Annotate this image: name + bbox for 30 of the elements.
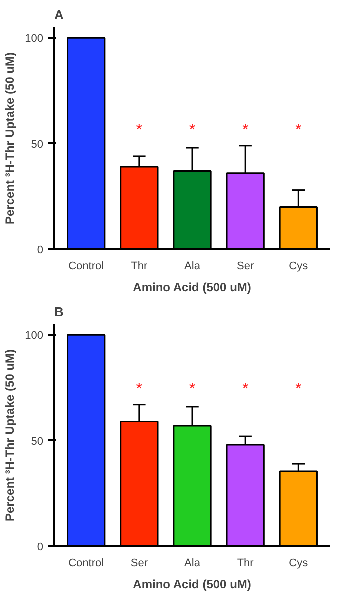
x-tick-label: Control	[68, 260, 104, 272]
annotation: *	[136, 380, 143, 398]
x-tick-label: Control	[68, 558, 104, 570]
y-tick-label: 0	[37, 244, 44, 256]
x-tick-label: Cys	[289, 260, 309, 272]
annotation: *	[242, 380, 249, 398]
y-tick-label: 0	[37, 542, 44, 554]
y-axis-title: Percent ³H-Thr Uptake (50 uM)	[3, 52, 18, 225]
annotation: *	[242, 122, 249, 139]
x-tick-label: Ser	[237, 260, 254, 272]
x-axis-title: Amino Acid (500 uM)	[133, 280, 252, 294]
x-tick-label: Ala	[184, 558, 202, 570]
chart-title: B	[54, 304, 64, 320]
y-tick-label: 50	[31, 436, 44, 448]
x-tick-label: Thr	[131, 260, 148, 272]
x-tick-label: Cys	[289, 558, 309, 570]
annotation: *	[296, 380, 302, 398]
chart-title: A	[54, 8, 64, 22]
x-tick-label: Ala	[184, 260, 202, 272]
x-axis-title: Amino Acid (500 uM)	[133, 578, 252, 592]
annotation: *	[136, 122, 143, 139]
annotation: *	[296, 122, 302, 139]
x-tick-label: Ser	[130, 558, 148, 570]
y-tick-label: 100	[25, 33, 44, 46]
annotation: *	[189, 380, 196, 398]
y-tick-label: 50	[31, 138, 44, 151]
y-tick-label: 100	[25, 330, 44, 342]
y-axis-title: Percent ³H-Thr Uptake (50 uM)	[3, 349, 18, 522]
x-tick-label: Thr	[237, 558, 254, 570]
annotation: *	[189, 122, 196, 139]
